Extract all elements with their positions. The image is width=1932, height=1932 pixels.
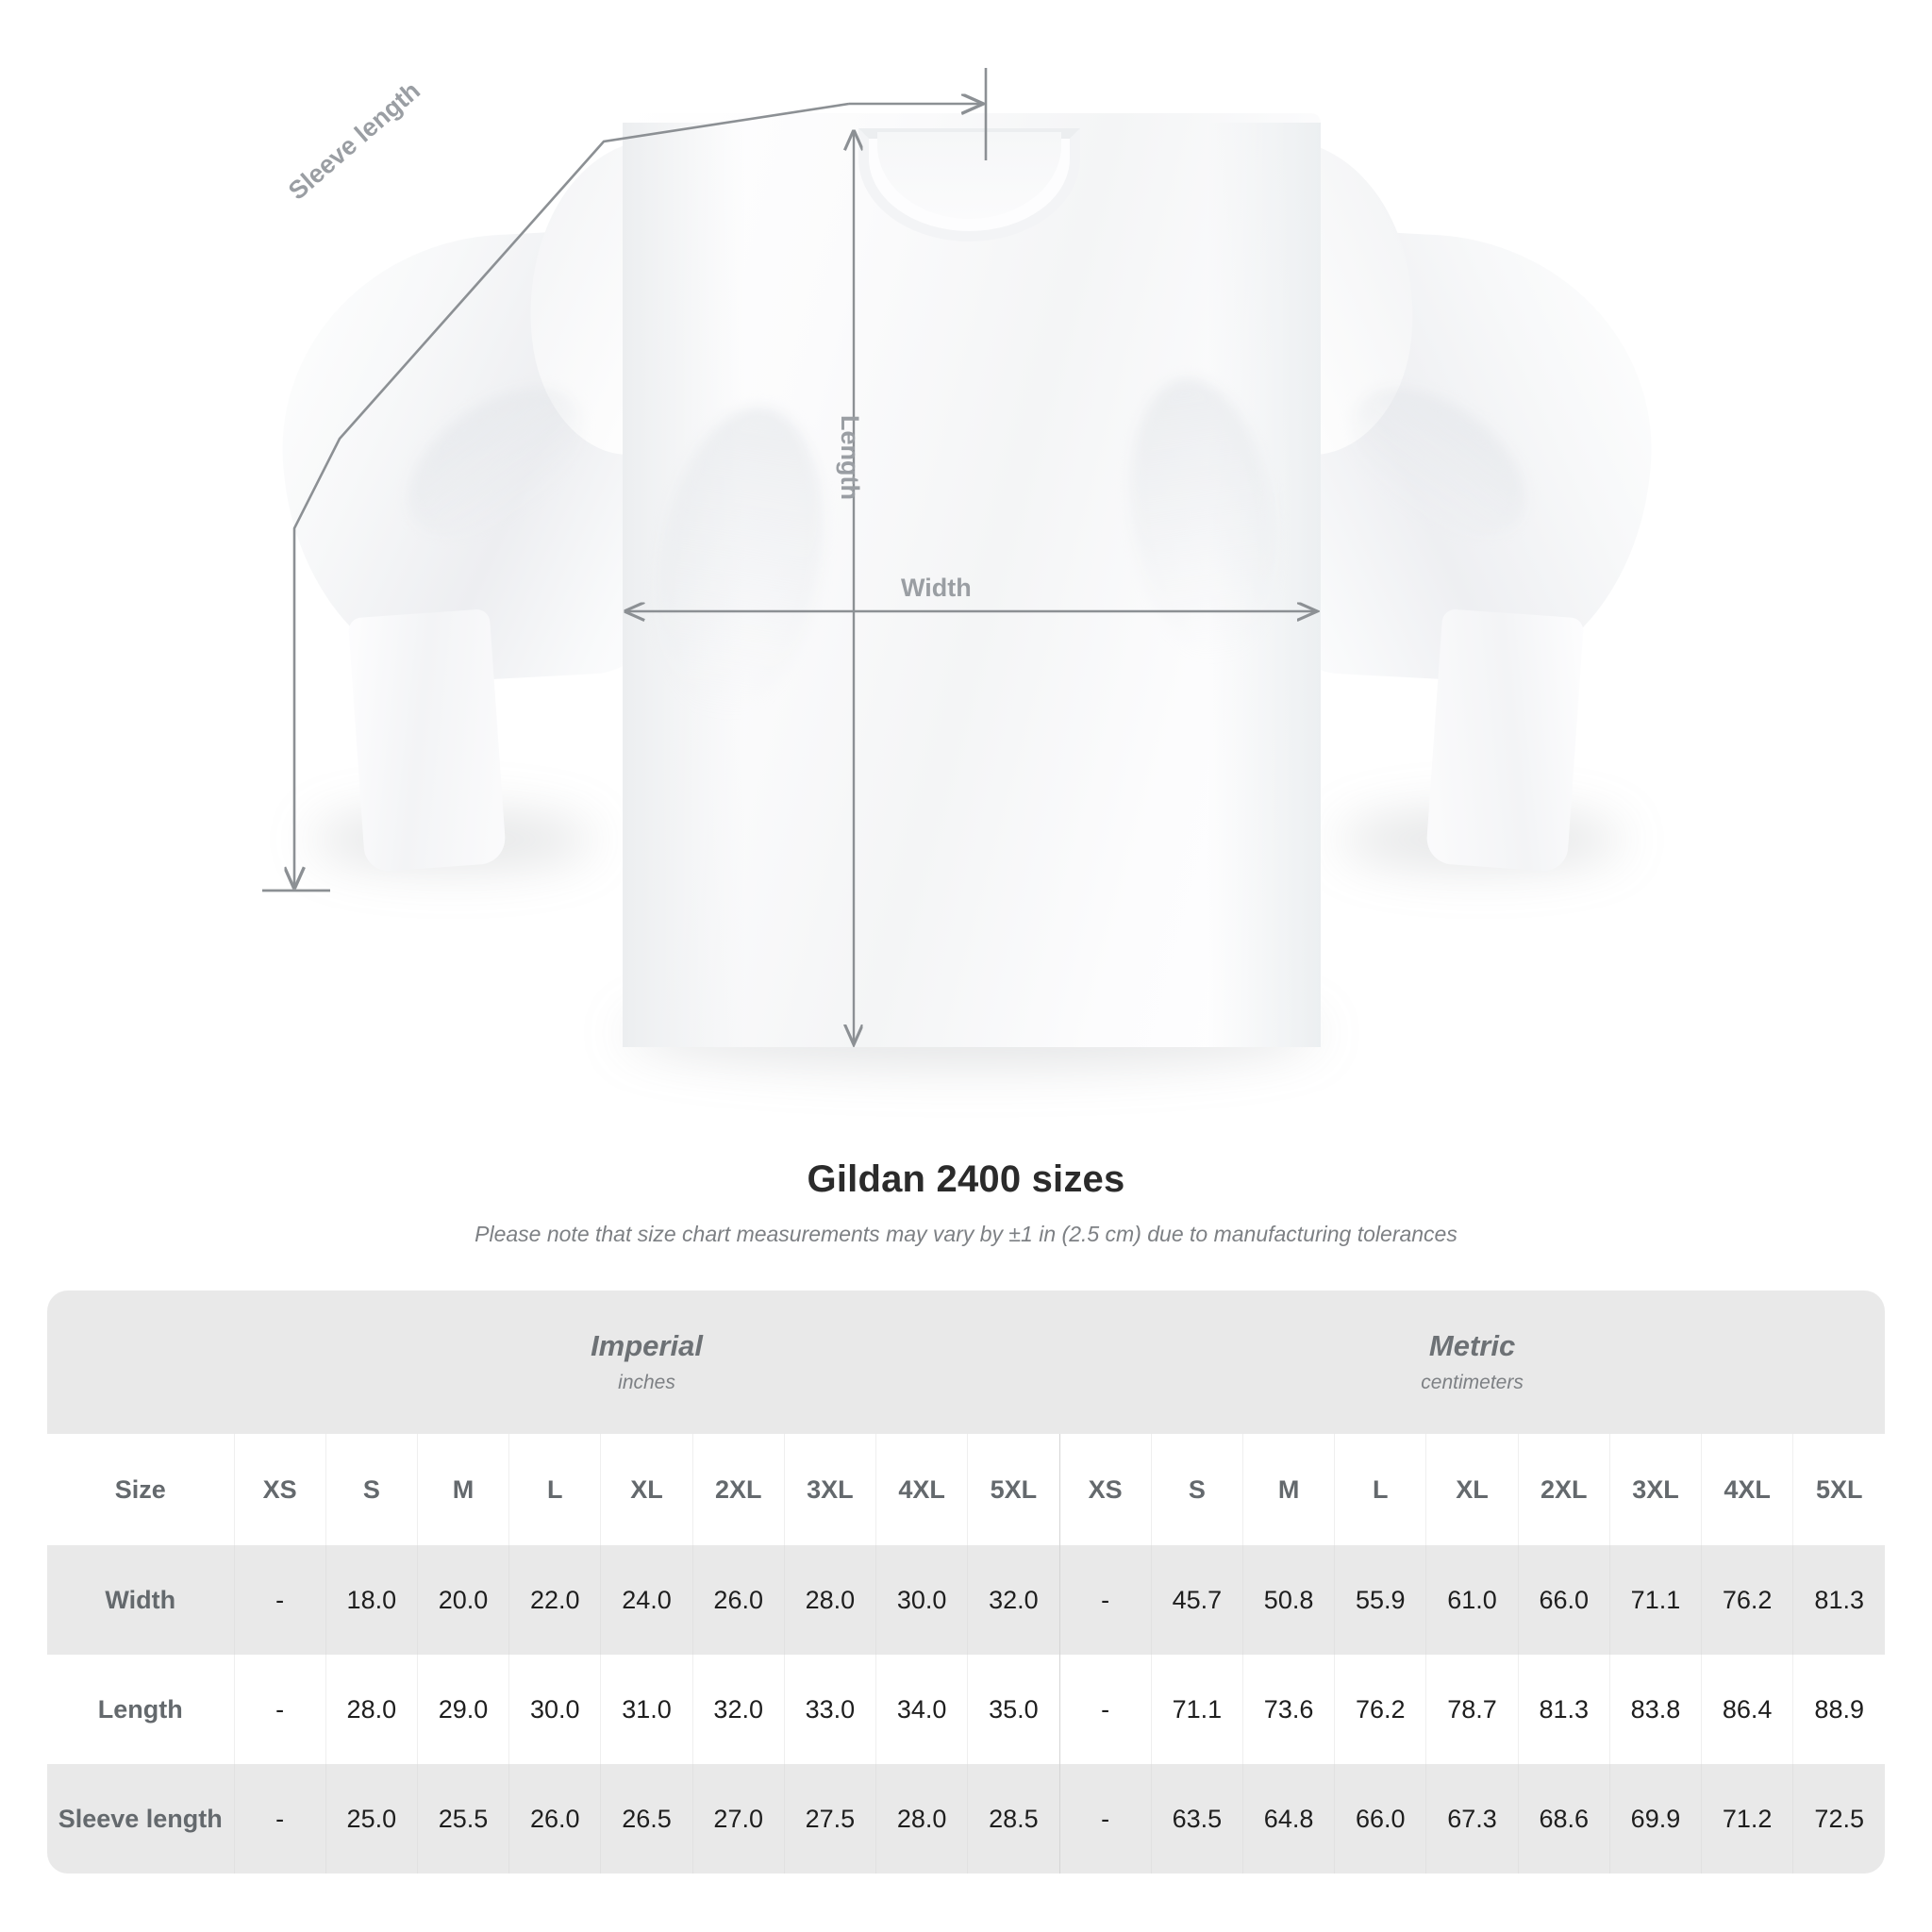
- unit-system-cell: Imperial inches: [234, 1291, 1060, 1434]
- cell-width-imperial-2xl: 26.0: [691, 1545, 785, 1655]
- cell-sleeve-length-imperial-2xl: 27.0: [691, 1764, 785, 1874]
- cell-sleeve-length-metric-5xl: 72.5: [1792, 1764, 1885, 1874]
- cell-width-imperial-xl: 24.0: [600, 1545, 693, 1655]
- row-label-width: Width: [47, 1545, 234, 1655]
- size-header-imperial-xs: XS: [233, 1434, 326, 1545]
- cell-length-metric-s: 71.1: [1150, 1655, 1243, 1764]
- table-row: Width -18.0 20.0 22.0 24.0 26.0 28.0 30.0 32.0-4…: [47, 1545, 1885, 1655]
- left-cuff: [347, 608, 508, 873]
- cell-length-imperial-4xl: 34.0: [875, 1655, 968, 1764]
- cell-length-metric-m: 73.6: [1241, 1655, 1335, 1764]
- unit-system-cell: Metric centimeters: [1059, 1291, 1885, 1434]
- size-header-metric-xs: XS: [1058, 1434, 1152, 1545]
- size-header-imperial-xl: XL: [600, 1434, 693, 1545]
- cell-sleeve-length-metric-l: 66.0: [1334, 1764, 1426, 1874]
- size-header-metric-4xl: 4XL: [1701, 1434, 1793, 1545]
- cell-sleeve-length-metric-xl: 67.3: [1425, 1764, 1519, 1874]
- cell-width-imperial-5xl: 32.0: [967, 1545, 1060, 1655]
- unit-system-sub: inches: [618, 1372, 675, 1394]
- size-header-metric-xl: XL: [1425, 1434, 1519, 1545]
- cell-width-metric-s: 45.7: [1150, 1545, 1243, 1655]
- cell-length-imperial-2xl: 32.0: [691, 1655, 785, 1764]
- cell-length-metric-l: 76.2: [1334, 1655, 1426, 1764]
- cell-width-imperial-s: 18.0: [325, 1545, 418, 1655]
- cell-length-imperial-m: 29.0: [416, 1655, 509, 1764]
- cell-sleeve-length-imperial-4xl: 28.0: [875, 1764, 968, 1874]
- cell-length-imperial-xs: -: [233, 1655, 326, 1764]
- size-header-label: Size: [47, 1434, 234, 1545]
- cell-sleeve-length-imperial-xs: -: [233, 1764, 326, 1874]
- tolerance-note: Please note that size chart measurements…: [475, 1222, 1457, 1246]
- cell-sleeve-length-imperial-xl: 26.5: [600, 1764, 693, 1874]
- cell-sleeve-length-imperial-s: 25.0: [325, 1764, 418, 1874]
- length-label: Length: [836, 415, 864, 500]
- cell-sleeve-length-metric-m: 64.8: [1241, 1764, 1335, 1874]
- cell-sleeve-length-imperial-l: 26.0: [508, 1764, 601, 1874]
- cell-width-imperial-l: 22.0: [508, 1545, 601, 1655]
- cell-length-imperial-5xl: 35.0: [967, 1655, 1060, 1764]
- long-sleeve-shirt-graphic: [271, 113, 1663, 1066]
- width-label: Width: [901, 574, 972, 602]
- cell-sleeve-length-imperial-3xl: 27.5: [783, 1764, 876, 1874]
- size-chart-table: Imperial inches Metric centimeters Size XS S M L…: [47, 1291, 1885, 1874]
- cell-length-imperial-l: 30.0: [508, 1655, 601, 1764]
- cell-length-metric-4xl: 86.4: [1701, 1655, 1793, 1764]
- cell-sleeve-length-metric-3xl: 69.9: [1608, 1764, 1702, 1874]
- cell-length-metric-xl: 78.7: [1425, 1655, 1519, 1764]
- row-label-length: Length: [47, 1655, 234, 1764]
- unit-header-row: Imperial inches Metric centimeters: [47, 1291, 1885, 1434]
- size-header-row: Size XS S M L XL 2XL 3XL 4XL 5XL XS S M L XL 2XL 3XL 4XL 5…: [47, 1434, 1885, 1545]
- cell-length-metric-3xl: 83.8: [1608, 1655, 1702, 1764]
- cell-length-imperial-s: 28.0: [325, 1655, 418, 1764]
- unit-row-spacer: [47, 1291, 234, 1434]
- size-header-metric-m: M: [1241, 1434, 1335, 1545]
- table-row: Length -28.0 29.0 30.0 31.0 32.0 33.0 34.0 35.0-…: [47, 1655, 1885, 1764]
- cell-length-metric-5xl: 88.9: [1792, 1655, 1885, 1764]
- cell-width-metric-xs: -: [1058, 1545, 1152, 1655]
- cell-width-metric-m: 50.8: [1241, 1545, 1335, 1655]
- size-header-metric-3xl: 3XL: [1608, 1434, 1702, 1545]
- row-label-sleeve-length: Sleeve length: [47, 1764, 234, 1874]
- size-header-imperial-5xl: 5XL: [967, 1434, 1060, 1545]
- size-chart-table-wrapper: Imperial inches Metric centimeters Size XS S M L…: [47, 1291, 1885, 1874]
- size-header-metric-2xl: 2XL: [1517, 1434, 1610, 1545]
- right-cuff: [1424, 608, 1585, 873]
- cell-length-imperial-3xl: 33.0: [783, 1655, 876, 1764]
- cell-width-metric-3xl: 71.1: [1608, 1545, 1702, 1655]
- title-block: Gildan 2400 sizes Please note that size …: [0, 1158, 1932, 1247]
- size-header-imperial-2xl: 2XL: [691, 1434, 785, 1545]
- cell-length-imperial-xl: 31.0: [600, 1655, 693, 1764]
- cell-length-metric-2xl: 81.3: [1517, 1655, 1610, 1764]
- cell-width-metric-xl: 61.0: [1425, 1545, 1519, 1655]
- cell-width-imperial-xs: -: [233, 1545, 326, 1655]
- size-header-imperial-4xl: 4XL: [875, 1434, 968, 1545]
- cell-width-metric-l: 55.9: [1334, 1545, 1426, 1655]
- cell-length-metric-xs: -: [1058, 1655, 1152, 1764]
- cell-sleeve-length-metric-2xl: 68.6: [1517, 1764, 1610, 1874]
- size-header-metric-s: S: [1150, 1434, 1243, 1545]
- cell-sleeve-length-metric-s: 63.5: [1150, 1764, 1243, 1874]
- size-header-imperial-l: L: [508, 1434, 601, 1545]
- size-header-metric-l: L: [1334, 1434, 1426, 1545]
- size-header-imperial-s: S: [325, 1434, 418, 1545]
- cell-width-metric-2xl: 66.0: [1517, 1545, 1610, 1655]
- table-row: Sleeve length -25.0 25.5 26.0 26.5 27.0 27.5 28…: [47, 1764, 1885, 1874]
- cell-sleeve-length-imperial-5xl: 28.5: [967, 1764, 1060, 1874]
- cell-sleeve-length-imperial-m: 25.5: [416, 1764, 509, 1874]
- cell-width-metric-4xl: 76.2: [1701, 1545, 1793, 1655]
- size-header-imperial-3xl: 3XL: [783, 1434, 876, 1545]
- unit-system-name: Metric: [1428, 1328, 1516, 1362]
- size-header-imperial-m: M: [416, 1434, 509, 1545]
- unit-system-sub: centimeters: [1421, 1372, 1524, 1394]
- page-title: Gildan 2400 sizes: [807, 1158, 1125, 1200]
- size-header-metric-5xl: 5XL: [1792, 1434, 1885, 1545]
- unit-system-name: Imperial: [591, 1328, 703, 1362]
- cell-width-imperial-4xl: 30.0: [875, 1545, 968, 1655]
- cell-sleeve-length-metric-4xl: 71.2: [1701, 1764, 1793, 1874]
- cell-sleeve-length-metric-xs: -: [1058, 1764, 1152, 1874]
- cell-width-metric-5xl: 81.3: [1792, 1545, 1885, 1655]
- cell-width-imperial-m: 20.0: [416, 1545, 509, 1655]
- garment-illustration: Sleeve length Length Width: [262, 68, 1663, 1066]
- cell-width-imperial-3xl: 28.0: [783, 1545, 876, 1655]
